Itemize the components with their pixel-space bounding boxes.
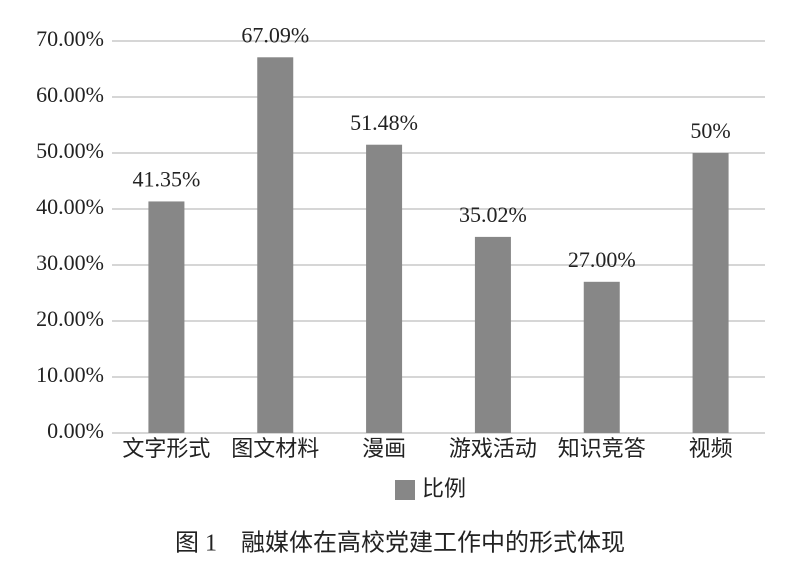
bar — [148, 201, 185, 433]
data-label: 51.48% — [350, 110, 418, 135]
data-label: 50% — [690, 118, 730, 143]
chart-title: 图 1 融媒体在高校党建工作中的形式体现 — [175, 530, 625, 557]
x-tick-label: 图文材料 — [231, 436, 319, 461]
y-tick-label: 40.00% — [36, 194, 104, 219]
x-tick-label: 文字形式 — [122, 436, 210, 461]
data-label: 67.09% — [241, 22, 309, 47]
data-label: 35.02% — [459, 202, 527, 227]
x-tick-label: 漫画 — [362, 436, 406, 461]
bar — [366, 144, 403, 433]
data-label: 41.35% — [133, 166, 201, 191]
bar — [474, 236, 511, 433]
y-tick-label: 30.00% — [36, 250, 104, 275]
x-tick-label: 游戏活动 — [449, 436, 537, 461]
x-tick-label: 视频 — [689, 436, 733, 461]
x-tick-label: 知识竞答 — [558, 436, 646, 461]
bar — [692, 153, 729, 433]
y-tick-label: 50.00% — [36, 138, 104, 163]
y-tick-label: 10.00% — [36, 362, 104, 387]
y-tick-label: 0.00% — [47, 418, 104, 443]
y-tick-label: 70.00% — [36, 26, 104, 51]
bar — [257, 57, 294, 434]
data-label: 27.00% — [568, 247, 636, 272]
y-tick-label: 20.00% — [36, 306, 104, 331]
bar — [583, 281, 620, 433]
y-tick-label: 60.00% — [36, 82, 104, 107]
legend-label: 比例 — [422, 476, 466, 501]
legend-swatch — [395, 480, 415, 500]
